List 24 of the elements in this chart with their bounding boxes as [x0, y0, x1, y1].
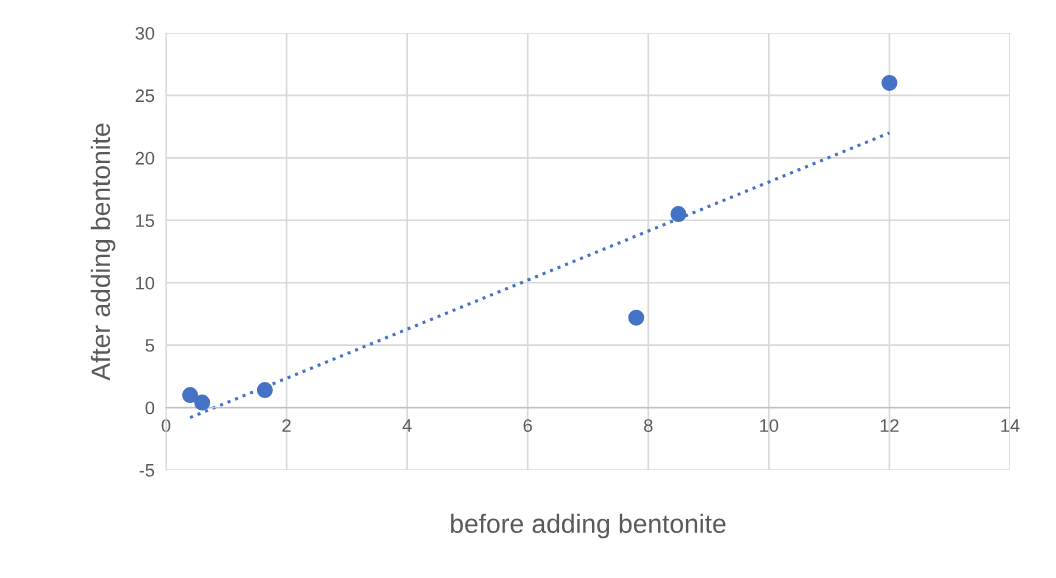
point	[194, 394, 211, 411]
x-tick-label: 2	[282, 419, 291, 432]
point	[256, 382, 273, 399]
y-axis-title: After adding bentonite	[90, 123, 116, 381]
point	[881, 74, 898, 91]
x-tick-label: 10	[760, 419, 779, 432]
y-tick-label: 0	[145, 401, 155, 415]
x-tick-label: 8	[644, 419, 653, 432]
x-tick-label: 4	[402, 419, 412, 432]
point	[628, 309, 645, 326]
y-tick-label: 25	[135, 89, 155, 103]
point	[670, 206, 687, 223]
x-tick-label: 0	[161, 419, 171, 432]
x-tick-label: 12	[880, 419, 899, 432]
x-tick-label: 14	[1001, 419, 1020, 432]
point	[182, 387, 199, 404]
y-tick-label: 10	[136, 276, 155, 290]
y-tick-label: 30	[135, 26, 155, 40]
x-tick-label: 6	[523, 419, 532, 432]
y-tick-label: -5	[139, 464, 155, 477]
y-tick-label: 5	[145, 339, 155, 352]
y-tick-label: 20	[135, 151, 155, 165]
x-axis-title: before adding bentonite	[451, 513, 726, 539]
y-tick-label: 15	[136, 214, 155, 228]
